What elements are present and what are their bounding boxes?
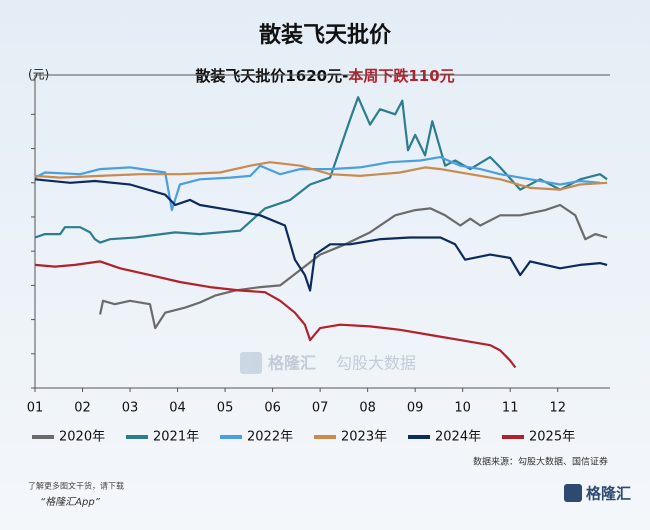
legend-label: 2022年 [247,430,293,445]
logo-icon [564,484,582,502]
series-line [99,203,608,330]
legend-label: 2021年 [153,430,199,445]
x-tick-label: 06 [264,401,281,416]
legend-label: 2025年 [529,430,575,445]
legend-label: 2023年 [341,430,387,445]
x-tick-label: 04 [169,401,186,416]
legend-label: 2024年 [435,430,481,445]
watermark-text: 格隆汇 [268,354,316,373]
x-tick-label: 08 [359,401,376,416]
series-line [34,260,517,369]
footer-app: “格隆汇App” [40,496,101,508]
x-tick-label: 12 [549,401,566,416]
x-tick-label: 02 [74,401,91,416]
x-tick-label: 07 [312,401,329,416]
x-tick-label: 10 [454,401,471,416]
series-line [34,156,601,212]
footer-note: 了解更多图文干货，请下载 [28,481,124,491]
watermark-logo [240,352,262,374]
watermark-text: 勾股大数据 [336,354,416,373]
series-line [34,178,608,292]
legend-label: 2020年 [59,430,105,445]
watermark: 格隆汇 勾股大数据 [240,352,416,374]
chart-title: 散装飞天批价 [259,23,392,48]
logo-text: 格隆汇 [586,485,631,503]
x-tick-label: 05 [217,401,234,416]
series-line [34,161,608,191]
x-tick-label: 01 [27,401,44,416]
x-tick-label: 09 [407,401,424,416]
series-line [34,96,608,244]
x-tick-label: 11 [502,401,519,416]
source: 数据来源：勾股大数据、国信证券 [473,456,608,468]
x-tick-label: 03 [122,401,139,416]
